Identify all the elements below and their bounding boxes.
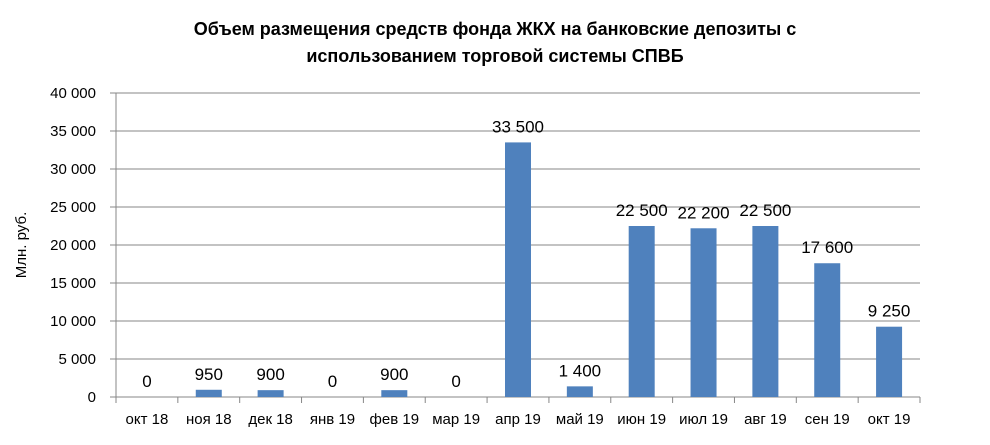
y-tick-label: 30 000 [50, 161, 96, 178]
x-tick-label: июл 19 [679, 411, 728, 428]
y-tick-label: 15 000 [50, 275, 96, 292]
chart-title-line-2: использованием торговой системы СПВБ [306, 46, 684, 66]
chart-title-line-1: Объем размещения средств фонда ЖКХ на ба… [193, 19, 797, 39]
y-tick-label: 5 000 [58, 351, 96, 368]
bar [195, 389, 222, 397]
x-tick-label: авг 19 [744, 411, 787, 428]
bar [566, 386, 593, 397]
bar [628, 226, 655, 397]
data-label: 22 500 [616, 201, 668, 220]
y-tick-label: 40 000 [50, 85, 96, 102]
data-label: 0 [328, 372, 337, 391]
x-tick-label: апр 19 [495, 411, 541, 428]
data-label: 0 [142, 372, 151, 391]
x-tick-label: фев 19 [370, 411, 420, 428]
data-label: 17 600 [801, 238, 853, 257]
x-tick-label: мар 19 [432, 411, 480, 428]
x-tick-label: окт 18 [126, 411, 169, 428]
y-tick-label: 35 000 [50, 123, 96, 140]
x-tick-label: янв 19 [310, 411, 355, 428]
y-tick-label: 20 000 [50, 237, 96, 254]
x-tick-label: окт 19 [868, 411, 911, 428]
bar [752, 226, 779, 397]
bar [505, 142, 531, 397]
x-tick-label: май 19 [556, 411, 604, 428]
y-tick-label: 0 [88, 389, 96, 406]
x-tick-label: дек 18 [248, 411, 293, 428]
data-label: 22 500 [739, 201, 791, 220]
data-label: 33 500 [492, 117, 544, 136]
data-label: 900 [256, 365, 284, 384]
x-tick-label: сен 19 [805, 411, 850, 428]
data-label: 22 200 [678, 203, 730, 222]
data-label: 1 400 [559, 361, 602, 380]
bar [381, 390, 408, 397]
chart-title: Объем размещения средств фонда ЖКХ на ба… [0, 16, 990, 70]
y-axis-title: Млн. руб. [13, 212, 30, 278]
data-label: 900 [380, 365, 408, 384]
y-tick-label: 25 000 [50, 199, 96, 216]
y-tick-label: 10 000 [50, 313, 96, 330]
bar [690, 228, 717, 397]
x-tick-label: июн 19 [617, 411, 666, 428]
bar [876, 326, 903, 397]
data-label: 0 [451, 372, 460, 391]
data-label: 9 250 [868, 302, 911, 321]
x-tick-label: ноя 18 [186, 411, 232, 428]
bar [814, 263, 841, 397]
data-label: 950 [195, 365, 223, 384]
bar [257, 390, 284, 397]
